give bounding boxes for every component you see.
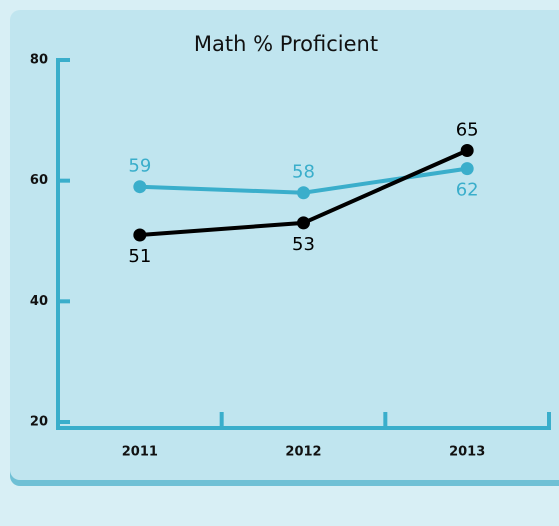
y-tick-label: 40 <box>30 294 48 309</box>
data-label: 65 <box>456 120 479 141</box>
data-label: 53 <box>292 234 315 255</box>
y-tick-label: 20 <box>30 415 48 430</box>
x-tick-label: 2011 <box>122 445 158 460</box>
point <box>460 144 474 157</box>
y-tick-label: 60 <box>30 173 48 188</box>
data-label: 51 <box>128 246 151 267</box>
data-label: 58 <box>292 162 315 183</box>
x-tick-label: 2013 <box>449 445 485 460</box>
x-tick-label: 2012 <box>285 445 321 460</box>
point <box>133 228 147 242</box>
panel <box>10 10 559 480</box>
data-label: 59 <box>128 156 151 177</box>
point <box>297 186 310 200</box>
point <box>297 216 310 230</box>
point <box>460 162 474 176</box>
y-tick-label: 80 <box>30 53 48 68</box>
point <box>133 180 147 194</box>
chart-title: Math % Proficient <box>194 32 378 56</box>
data-label: 62 <box>456 180 479 201</box>
